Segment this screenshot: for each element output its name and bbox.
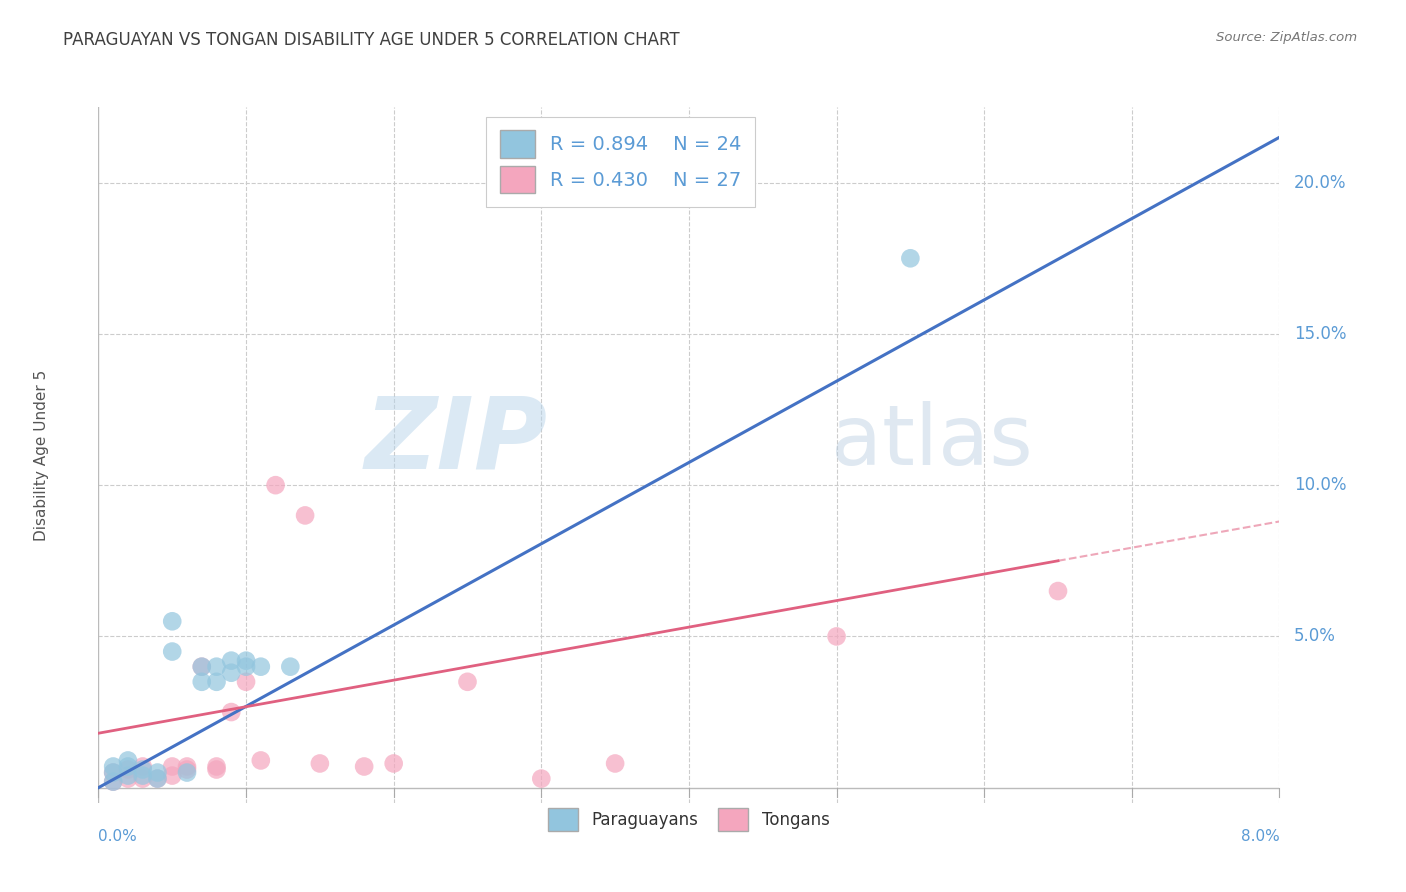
Point bbox=[176, 759, 198, 773]
Point bbox=[250, 754, 273, 768]
Point bbox=[530, 772, 553, 786]
Point bbox=[457, 674, 479, 689]
Point bbox=[146, 765, 169, 780]
Point bbox=[309, 756, 332, 771]
Point bbox=[103, 774, 125, 789]
Point bbox=[103, 765, 125, 780]
Point bbox=[146, 772, 169, 786]
Point bbox=[103, 759, 125, 773]
Point bbox=[825, 629, 848, 643]
Point bbox=[162, 759, 183, 773]
Point bbox=[1046, 584, 1070, 599]
Point bbox=[294, 508, 316, 523]
Point bbox=[205, 674, 228, 689]
Text: atlas: atlas bbox=[831, 401, 1032, 482]
Point bbox=[900, 252, 922, 266]
Point bbox=[205, 659, 228, 673]
Point bbox=[117, 759, 139, 773]
Point bbox=[221, 705, 243, 719]
Point bbox=[162, 768, 183, 782]
Point bbox=[191, 659, 214, 673]
Text: 5.0%: 5.0% bbox=[1294, 627, 1336, 646]
Point bbox=[264, 478, 287, 492]
Text: 0.0%: 0.0% bbox=[98, 830, 138, 844]
Point bbox=[221, 665, 243, 680]
Point bbox=[146, 772, 169, 786]
Point bbox=[191, 674, 214, 689]
Text: 15.0%: 15.0% bbox=[1294, 325, 1346, 343]
Point bbox=[117, 763, 139, 777]
Point bbox=[235, 654, 257, 668]
Text: 8.0%: 8.0% bbox=[1240, 830, 1279, 844]
Point bbox=[103, 774, 125, 789]
Point bbox=[235, 659, 257, 673]
Text: ZIP: ZIP bbox=[364, 392, 547, 490]
Point bbox=[117, 768, 139, 782]
Point bbox=[132, 768, 155, 782]
Point bbox=[382, 756, 405, 771]
Point bbox=[132, 759, 155, 773]
Legend: Paraguayans, Tongans: Paraguayans, Tongans bbox=[540, 799, 838, 839]
Point bbox=[221, 654, 243, 668]
Point bbox=[205, 759, 228, 773]
Point bbox=[176, 763, 198, 777]
Point bbox=[235, 674, 257, 689]
Text: Source: ZipAtlas.com: Source: ZipAtlas.com bbox=[1216, 31, 1357, 45]
Point bbox=[117, 772, 139, 786]
Point bbox=[162, 644, 183, 658]
Point bbox=[103, 765, 125, 780]
Point bbox=[353, 759, 375, 773]
Point bbox=[605, 756, 627, 771]
Point bbox=[117, 754, 139, 768]
Text: Disability Age Under 5: Disability Age Under 5 bbox=[34, 369, 49, 541]
Point bbox=[191, 659, 214, 673]
Point bbox=[176, 765, 198, 780]
Text: PARAGUAYAN VS TONGAN DISABILITY AGE UNDER 5 CORRELATION CHART: PARAGUAYAN VS TONGAN DISABILITY AGE UNDE… bbox=[63, 31, 681, 49]
Point bbox=[280, 659, 302, 673]
Point bbox=[162, 615, 183, 629]
Point bbox=[132, 763, 155, 777]
Text: 20.0%: 20.0% bbox=[1294, 174, 1346, 192]
Point bbox=[132, 772, 155, 786]
Text: 10.0%: 10.0% bbox=[1294, 476, 1346, 494]
Point bbox=[205, 763, 228, 777]
Point bbox=[250, 659, 273, 673]
